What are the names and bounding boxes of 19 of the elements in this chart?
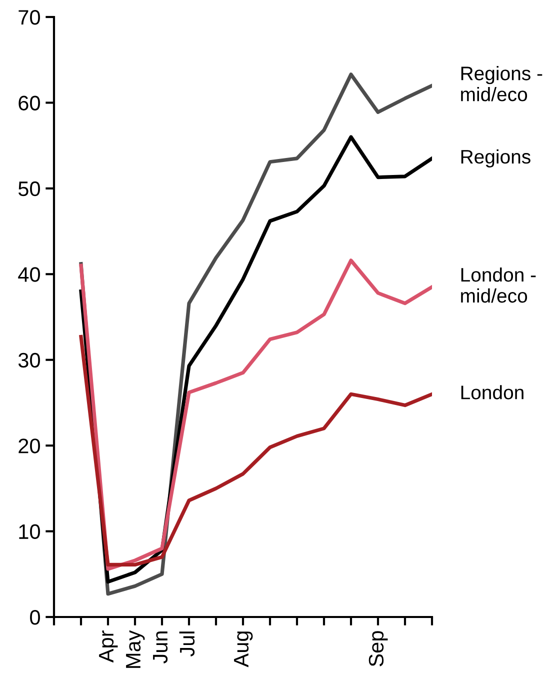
series-label: London - mid/eco [461, 267, 536, 303]
y-tick-label: 20 [18, 438, 40, 454]
y-tick-label: 10 [19, 524, 40, 540]
y-tick-label: 60 [18, 96, 40, 110]
x-tick-label: Jun [153, 632, 168, 664]
x-tick-label: Apr [99, 630, 118, 663]
x-tick-label: Sep [368, 631, 388, 666]
y-tick-label: 30 [18, 352, 40, 368]
series-label: Regions [461, 149, 530, 168]
y-tick-label: 0 [30, 610, 40, 625]
y-tick-label: 70 [18, 10, 40, 25]
y-tick-label: 50 [18, 181, 40, 196]
x-tick-label: May [126, 630, 145, 668]
y-tick-label: 40 [18, 267, 40, 282]
x-tick-label: Aug [234, 632, 253, 668]
line-series [79, 334, 432, 567]
x-tick-label: Jul [179, 632, 195, 656]
series-label: Regions - mid/eco [461, 66, 542, 102]
series-label: London [461, 385, 524, 400]
